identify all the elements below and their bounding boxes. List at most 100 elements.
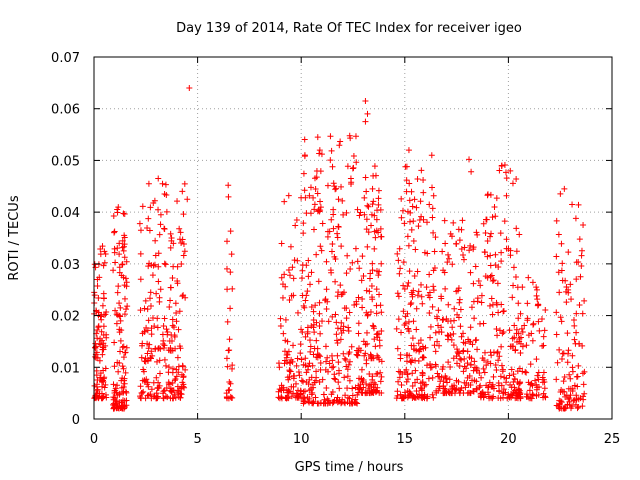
data-point [361, 211, 368, 218]
data-point [406, 352, 413, 359]
data-point [317, 366, 324, 373]
data-point [420, 189, 427, 196]
data-point [319, 220, 326, 227]
data-point [357, 209, 364, 216]
data-point [377, 369, 384, 376]
data-point [347, 175, 354, 182]
data-point [486, 395, 493, 402]
data-point [487, 233, 494, 240]
data-point [182, 366, 189, 373]
data-point [338, 319, 345, 326]
data-point [494, 280, 501, 287]
data-point [364, 312, 371, 319]
data-point [93, 349, 100, 356]
data-point [373, 371, 380, 378]
data-point [179, 363, 186, 370]
data-point [488, 230, 495, 237]
data-point [426, 294, 433, 301]
data-point [451, 317, 458, 324]
data-point [162, 181, 169, 188]
data-point [300, 230, 307, 237]
data-point [310, 194, 317, 201]
data-point [320, 391, 327, 398]
data-point [515, 330, 522, 337]
data-point [420, 216, 427, 223]
data-point [365, 229, 372, 236]
data-point [502, 169, 509, 176]
data-point [355, 294, 362, 301]
data-point [169, 369, 176, 376]
data-point [464, 360, 471, 367]
data-point [417, 198, 424, 205]
data-point [285, 266, 292, 273]
data-point [141, 328, 148, 335]
data-point [581, 297, 588, 304]
data-point [225, 193, 232, 200]
data-point [408, 342, 415, 349]
data-point [172, 345, 179, 352]
data-point [279, 281, 286, 288]
data-point [295, 369, 302, 376]
data-point [363, 226, 370, 233]
data-point [394, 290, 401, 297]
data-point [377, 225, 384, 232]
data-point [542, 306, 549, 313]
data-point [298, 326, 305, 333]
data-point [155, 263, 162, 270]
data-point [150, 262, 157, 269]
data-point [378, 260, 385, 267]
data-point [374, 384, 381, 391]
data-point [529, 279, 536, 286]
data-point [137, 227, 144, 234]
data-point [481, 369, 488, 376]
data-point [453, 288, 460, 295]
data-point [228, 251, 235, 258]
data-point [396, 374, 403, 381]
data-point [509, 180, 516, 187]
data-point [498, 249, 505, 256]
data-point [152, 237, 159, 244]
data-point [167, 395, 174, 402]
data-point [472, 263, 479, 270]
data-point [180, 211, 187, 218]
data-point [553, 217, 560, 224]
data-point [358, 366, 365, 373]
data-point [279, 294, 286, 301]
data-point [313, 167, 320, 174]
data-point [335, 223, 342, 230]
data-point [165, 347, 172, 354]
data-point [527, 361, 534, 368]
data-point [555, 269, 562, 276]
data-point [312, 302, 319, 309]
data-point [487, 262, 494, 269]
data-point [122, 306, 129, 313]
data-point [181, 180, 188, 187]
data-point [119, 344, 126, 351]
data-point [371, 228, 378, 235]
data-point [345, 394, 352, 401]
data-point [524, 317, 531, 324]
data-point [533, 284, 540, 291]
data-point [229, 285, 236, 292]
data-point [533, 381, 540, 388]
data-point [150, 379, 157, 386]
data-point [541, 385, 548, 392]
data-point [156, 357, 163, 364]
data-point [313, 354, 320, 361]
data-point [143, 376, 150, 383]
data-point [417, 337, 424, 344]
data-point [362, 97, 369, 104]
data-point [302, 362, 309, 369]
data-point [100, 290, 107, 297]
data-point [563, 299, 570, 306]
data-point [162, 261, 169, 268]
data-point [339, 290, 346, 297]
data-point [409, 203, 416, 210]
data-point [535, 369, 542, 376]
y-tick-label: 0.06 [51, 103, 80, 118]
data-point [310, 400, 317, 407]
data-point [467, 361, 474, 368]
data-point [309, 389, 316, 396]
data-point [449, 384, 456, 391]
data-point [314, 134, 321, 141]
